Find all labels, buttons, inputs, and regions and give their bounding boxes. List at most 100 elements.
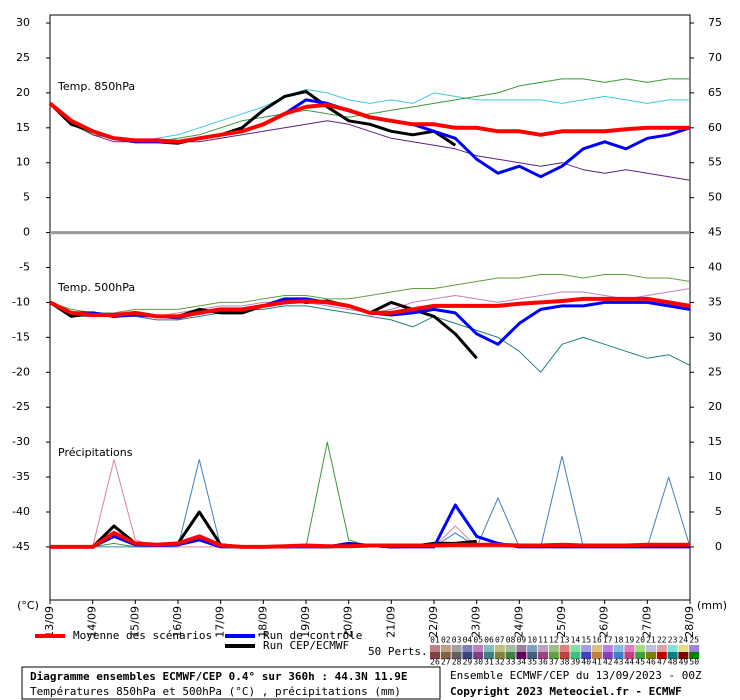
pert-label: 11 bbox=[538, 636, 548, 645]
pert-swatch bbox=[613, 652, 624, 659]
pert-label: 47 bbox=[657, 658, 667, 667]
y2-tick-label: 25 bbox=[708, 365, 722, 378]
y-tick-label: -30 bbox=[12, 435, 30, 448]
pert-swatch bbox=[527, 645, 538, 652]
run-info: Ensemble ECMWF/CEP du 13/09/2023 - 00Z bbox=[450, 669, 702, 682]
pert-label: 50 bbox=[689, 658, 699, 667]
y-tick-label: 20 bbox=[16, 86, 30, 99]
y2-tick-label: 30 bbox=[708, 330, 722, 343]
pert-label: 13 bbox=[560, 636, 570, 645]
y2-tick-label: 15 bbox=[708, 435, 722, 448]
footer-title: Diagramme ensembles ECMWF/CEP 0.4° sur 3… bbox=[30, 670, 408, 683]
pert-label: 10 bbox=[527, 636, 537, 645]
pert-swatch bbox=[689, 652, 700, 659]
x-tick-label: 16/09 bbox=[171, 606, 184, 638]
pert-label: 18 bbox=[614, 636, 624, 645]
pert-swatch bbox=[462, 652, 473, 659]
pert-label: 03 bbox=[452, 636, 462, 645]
pert-swatch bbox=[635, 652, 646, 659]
pert-swatch bbox=[451, 652, 462, 659]
pert-label: 45 bbox=[635, 658, 645, 667]
y-tick-label: -35 bbox=[12, 470, 30, 483]
pert-swatch bbox=[656, 645, 667, 652]
x-tick-label: 15/09 bbox=[128, 606, 141, 638]
y2-tick-label: 50 bbox=[708, 191, 722, 204]
x-tick-label: 26/09 bbox=[598, 606, 611, 638]
pert-label: 33 bbox=[506, 658, 516, 667]
y-tick-label: 25 bbox=[16, 51, 30, 64]
pert-label: 24 bbox=[679, 636, 689, 645]
y-tick-label: -25 bbox=[12, 400, 30, 413]
y-tick-label: 30 bbox=[16, 16, 30, 29]
pert-label: 04 bbox=[463, 636, 473, 645]
x-tick-label: 23/09 bbox=[470, 606, 483, 638]
pert-label: 26 bbox=[430, 658, 440, 667]
pert-label: 36 bbox=[538, 658, 548, 667]
pert-swatch bbox=[527, 652, 538, 659]
y2-axis-label: (mm) bbox=[697, 599, 727, 612]
panel-label: Temp. 850hPa bbox=[57, 80, 135, 93]
y-axis-label: (°C) bbox=[17, 599, 39, 612]
pert-label: 08 bbox=[506, 636, 516, 645]
pert-swatch bbox=[678, 645, 689, 652]
pert-label: 09 bbox=[517, 636, 527, 645]
pert-label: 49 bbox=[679, 658, 689, 667]
y-tick-label: -20 bbox=[12, 365, 30, 378]
pert-label: 32 bbox=[495, 658, 505, 667]
pert-label: 25 bbox=[689, 636, 699, 645]
pert-swatch bbox=[624, 645, 635, 652]
y-tick-label: 5 bbox=[23, 191, 30, 204]
pert-label: 27 bbox=[441, 658, 451, 667]
y-tick-label: -40 bbox=[12, 505, 30, 518]
pert-label: 28 bbox=[452, 658, 462, 667]
y2-tick-label: 20 bbox=[708, 400, 722, 413]
pert-label: 48 bbox=[668, 658, 678, 667]
pert-label: 16 bbox=[592, 636, 602, 645]
pert-swatch bbox=[430, 652, 440, 659]
pert-swatch bbox=[430, 645, 440, 652]
series-line bbox=[50, 530, 690, 549]
pert-label: 34 bbox=[517, 658, 527, 667]
pert-label: 02 bbox=[441, 636, 451, 645]
pert-swatch bbox=[440, 645, 451, 652]
series-line bbox=[49, 301, 691, 373]
x-tick-label: 20/09 bbox=[342, 606, 355, 638]
pert-swatch bbox=[494, 652, 505, 659]
x-tick-label: 17/09 bbox=[214, 606, 227, 638]
series-line bbox=[49, 296, 691, 319]
pert-swatch bbox=[646, 645, 656, 652]
pert-swatch bbox=[656, 652, 667, 659]
pert-swatch bbox=[494, 645, 505, 652]
x-tick-label: 18/09 bbox=[256, 606, 269, 638]
pert-swatch bbox=[602, 645, 613, 652]
pert-swatch bbox=[548, 652, 559, 659]
x-tick-label: 14/09 bbox=[86, 606, 99, 638]
pert-label: 35 bbox=[527, 658, 537, 667]
pert-label: 40 bbox=[581, 658, 591, 667]
pert-swatch bbox=[581, 652, 592, 659]
x-tick-label: 28/09 bbox=[683, 606, 696, 638]
series-line bbox=[49, 274, 691, 314]
pert-swatch bbox=[462, 645, 473, 652]
pert-label: 31 bbox=[484, 658, 494, 667]
x-tick-label: 27/09 bbox=[640, 606, 653, 638]
pert-label: 07 bbox=[495, 636, 505, 645]
pert-swatch bbox=[559, 645, 570, 652]
pert-label: 14 bbox=[571, 636, 581, 645]
pert-swatch bbox=[484, 652, 494, 659]
pert-swatch bbox=[667, 645, 678, 652]
pert-swatch bbox=[505, 652, 516, 659]
x-tick-label: 25/09 bbox=[555, 606, 568, 638]
legend-label: Run de contrôle bbox=[263, 629, 362, 642]
pert-swatch bbox=[538, 645, 548, 652]
pert-label: 42 bbox=[603, 658, 613, 667]
y2-tick-label: 0 bbox=[715, 540, 722, 553]
footer-subtitle: Températures 850hPa et 500hPa (°C) , pré… bbox=[30, 685, 401, 698]
pert-swatch bbox=[667, 652, 678, 659]
pert-swatch bbox=[451, 645, 462, 652]
panel-label: Précipitations bbox=[58, 446, 133, 459]
x-tick-label: 21/09 bbox=[384, 606, 397, 638]
x-tick-label: 19/09 bbox=[299, 606, 312, 638]
